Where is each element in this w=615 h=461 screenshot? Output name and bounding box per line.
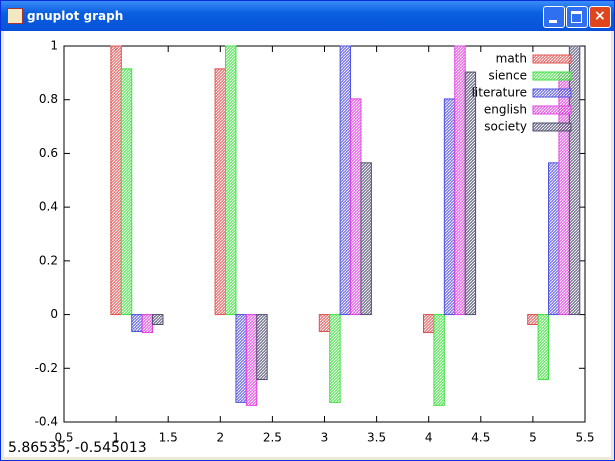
legend-label: society bbox=[484, 120, 527, 134]
x-tick-label: 5.5 bbox=[575, 431, 594, 445]
bar bbox=[537, 314, 550, 381]
title-bar: gnuplot graph × bbox=[1, 1, 614, 31]
legend-label: literature bbox=[472, 86, 527, 100]
legend-swatch bbox=[532, 88, 572, 98]
bar bbox=[350, 98, 362, 316]
bar bbox=[433, 314, 445, 406]
y-tick-label: 0.8 bbox=[39, 92, 58, 106]
bar bbox=[527, 314, 539, 326]
bar bbox=[548, 162, 560, 316]
bar bbox=[214, 68, 227, 316]
bar bbox=[339, 45, 352, 316]
bar bbox=[464, 71, 477, 316]
y-tick-label: 0.4 bbox=[39, 200, 58, 214]
x-tick-label: 4.5 bbox=[471, 431, 490, 445]
x-tick-label: 1.5 bbox=[159, 431, 178, 445]
y-tick-label: 1 bbox=[50, 39, 58, 53]
legend-label: english bbox=[484, 103, 527, 117]
y-tick-label: -0.4 bbox=[35, 415, 58, 429]
legend-label: math bbox=[496, 52, 527, 66]
bar bbox=[152, 314, 164, 326]
bar bbox=[454, 45, 466, 316]
chart: -0.4 -0.2 0 0.2 0.4 0.6 0.8 1 0.5 1 1.5 2 2.5 3 3.5 4 4.… bbox=[8, 39, 595, 457]
x-tick-label: 3.5 bbox=[367, 431, 386, 445]
bar bbox=[141, 314, 154, 334]
bar bbox=[235, 314, 247, 403]
bar bbox=[318, 314, 331, 332]
minimize-button[interactable] bbox=[543, 6, 565, 28]
bar bbox=[360, 162, 372, 316]
bar bbox=[120, 68, 133, 316]
x-tick-label: 3 bbox=[321, 431, 329, 445]
x-tick-label: 4 bbox=[425, 431, 433, 445]
x-tick-label: 1 bbox=[112, 431, 120, 445]
x-tick-label: 2.5 bbox=[263, 431, 282, 445]
bar bbox=[443, 98, 456, 316]
legend-swatch bbox=[532, 122, 572, 132]
x-tick-label: 5 bbox=[529, 431, 537, 445]
status-text: 5.86535, -0.545013 bbox=[8, 440, 147, 456]
maximize-button[interactable] bbox=[566, 6, 588, 28]
app-icon bbox=[7, 8, 23, 24]
bar bbox=[131, 314, 143, 332]
legend-swatch bbox=[532, 105, 572, 115]
bar bbox=[329, 314, 341, 403]
bar bbox=[256, 314, 268, 381]
bar bbox=[110, 45, 122, 316]
legend-swatch bbox=[532, 71, 572, 81]
bar bbox=[245, 314, 258, 406]
bar bbox=[422, 314, 435, 334]
plot-window: -0.4 -0.2 0 0.2 0.4 0.6 0.8 1 0.5 1 1.5 2 2.5 3 3.5 4 4.… bbox=[4, 31, 611, 457]
y-tick-label: 0 bbox=[50, 307, 58, 321]
x-tick-label: 2 bbox=[216, 431, 224, 445]
y-tick-label: -0.2 bbox=[35, 361, 58, 375]
bar bbox=[225, 45, 237, 316]
x-tick-label: 0.5 bbox=[54, 431, 73, 445]
bar bbox=[568, 45, 581, 316]
window-title: gnuplot graph bbox=[27, 9, 124, 23]
legend-label: sience bbox=[488, 69, 527, 83]
y-tick-label: 0.6 bbox=[39, 146, 58, 160]
close-button[interactable]: × bbox=[589, 6, 611, 28]
legend-swatch bbox=[532, 54, 572, 64]
y-tick-label: 0.2 bbox=[39, 253, 58, 267]
